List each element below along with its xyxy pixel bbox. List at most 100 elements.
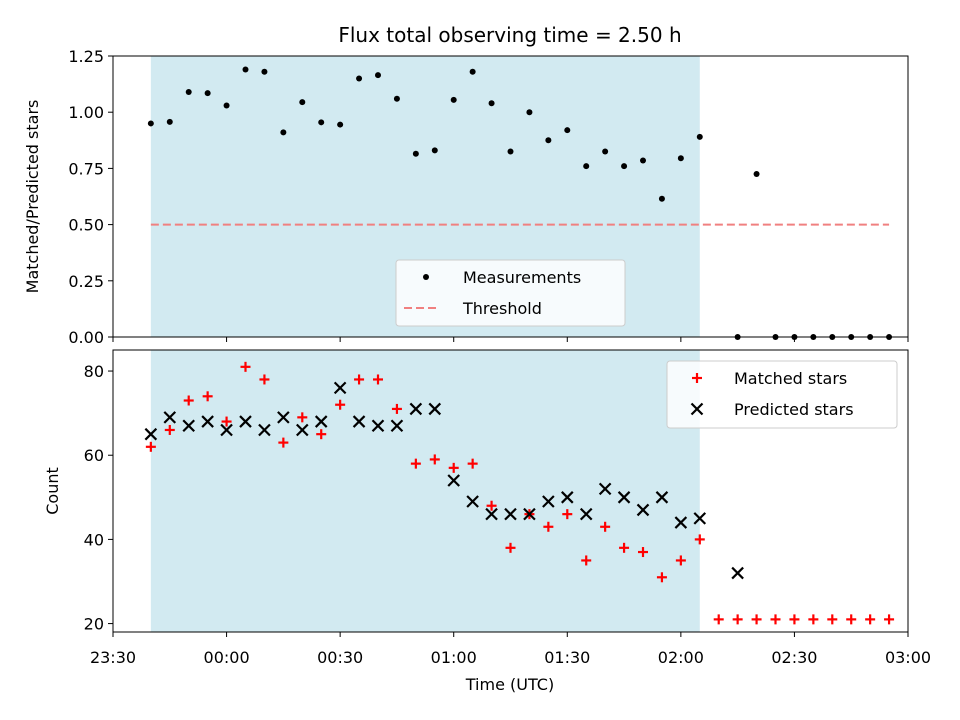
data-point: [278, 437, 289, 448]
data-point: [658, 195, 665, 202]
y-tick-label: 80: [84, 362, 104, 381]
data-point: [240, 361, 251, 372]
chart-title: Flux total observing time = 2.50 h: [338, 23, 681, 47]
data-point: [827, 614, 838, 625]
data-point: [448, 462, 459, 473]
data-point: [486, 500, 497, 511]
data-point: [638, 547, 648, 558]
data-point: [602, 148, 609, 155]
legend: Matched stars Predicted stars: [666, 360, 898, 429]
data-point: [751, 614, 762, 625]
y-tick-label: 0.00: [68, 328, 104, 347]
series-measurements: [147, 66, 893, 340]
data-point: [202, 391, 213, 402]
data-point: [261, 68, 268, 75]
data-point: [375, 72, 381, 79]
data-point: [220, 423, 233, 437]
y-axis-label: Matched/Predicted stars: [23, 100, 42, 294]
data-point: [543, 521, 554, 532]
data-point: [185, 88, 192, 95]
data-point: [583, 163, 590, 170]
x-tick-label: 02:00: [658, 648, 704, 667]
count-panel: 20 40 60 80 Count Matched stars Predicted star…: [43, 349, 909, 637]
data-point: [423, 274, 429, 280]
data-point: [581, 555, 592, 566]
data-point: [429, 454, 440, 465]
legend-label: Matched stars: [734, 369, 847, 388]
y-axis-label: Count: [43, 467, 62, 515]
data-point: [865, 614, 876, 625]
data-point: [371, 419, 385, 433]
y-tick-label: 40: [84, 530, 104, 549]
data-point: [335, 399, 346, 410]
data-point: [450, 96, 457, 103]
data-point: [600, 521, 611, 532]
data-point: [316, 429, 327, 440]
data-point: [598, 482, 612, 496]
data-point: [621, 163, 628, 170]
data-point: [204, 90, 211, 97]
data-point: [640, 157, 646, 164]
data-point: [201, 415, 214, 428]
data-point: [564, 127, 571, 134]
data-point: [242, 66, 249, 73]
data-point: [223, 102, 230, 109]
data-point: [299, 99, 306, 106]
legend-label: Threshold: [462, 299, 542, 318]
observing-window: [150, 350, 700, 632]
data-point: [221, 416, 232, 427]
data-point: [409, 402, 423, 416]
data-point: [770, 614, 781, 625]
data-point: [693, 512, 707, 525]
y-tick-label: 0.25: [68, 272, 104, 291]
data-point: [391, 403, 402, 414]
data-point: [297, 412, 308, 423]
data-point: [410, 458, 421, 469]
data-point: [674, 516, 688, 529]
data-point: [314, 415, 328, 428]
data-point: [488, 100, 495, 107]
data-point: [507, 148, 514, 155]
legend-label: Measurements: [463, 268, 581, 287]
axes-frame: [112, 55, 909, 338]
data-point: [694, 534, 705, 545]
data-point: [561, 491, 574, 504]
data-point: [431, 147, 438, 154]
data-point: [182, 419, 195, 433]
data-point: [280, 129, 287, 136]
x-tick-label: 23:30: [90, 648, 136, 667]
data-point: [393, 95, 400, 102]
data-point: [352, 415, 366, 428]
data-point: [239, 415, 252, 428]
data-point: [164, 424, 175, 435]
x-tick-label: 01:30: [544, 648, 590, 667]
data-point: [696, 133, 703, 140]
data-point: [523, 507, 536, 521]
data-point: [144, 427, 158, 441]
series-predicted-stars: [144, 381, 744, 580]
data-point: [318, 119, 325, 126]
ratio-panel: 0.00 0.25 0.50 0.75 1.00 1.25 Matched/Predicte…: [23, 47, 909, 347]
data-point: [677, 155, 684, 162]
data-point: [356, 75, 363, 82]
y-tick-label: 60: [84, 446, 104, 465]
data-point: [504, 507, 517, 521]
y-tick-label: 20: [84, 615, 104, 634]
data-point: [163, 411, 177, 424]
data-point: [147, 120, 154, 127]
y-tick-label: 0.50: [68, 216, 104, 235]
data-point: [732, 614, 743, 625]
data-point: [545, 137, 552, 144]
y-tick-label: 1.00: [68, 103, 104, 122]
data-point: [713, 614, 724, 625]
data-point: [846, 614, 857, 625]
x-axis-label: Time (UTC): [465, 675, 554, 694]
data-point: [542, 495, 555, 508]
data-point: [731, 566, 744, 580]
data-point: [692, 373, 702, 383]
axes-frame: [112, 349, 909, 633]
data-point: [145, 441, 156, 452]
legend-box: [395, 259, 626, 327]
data-point: [166, 118, 173, 125]
